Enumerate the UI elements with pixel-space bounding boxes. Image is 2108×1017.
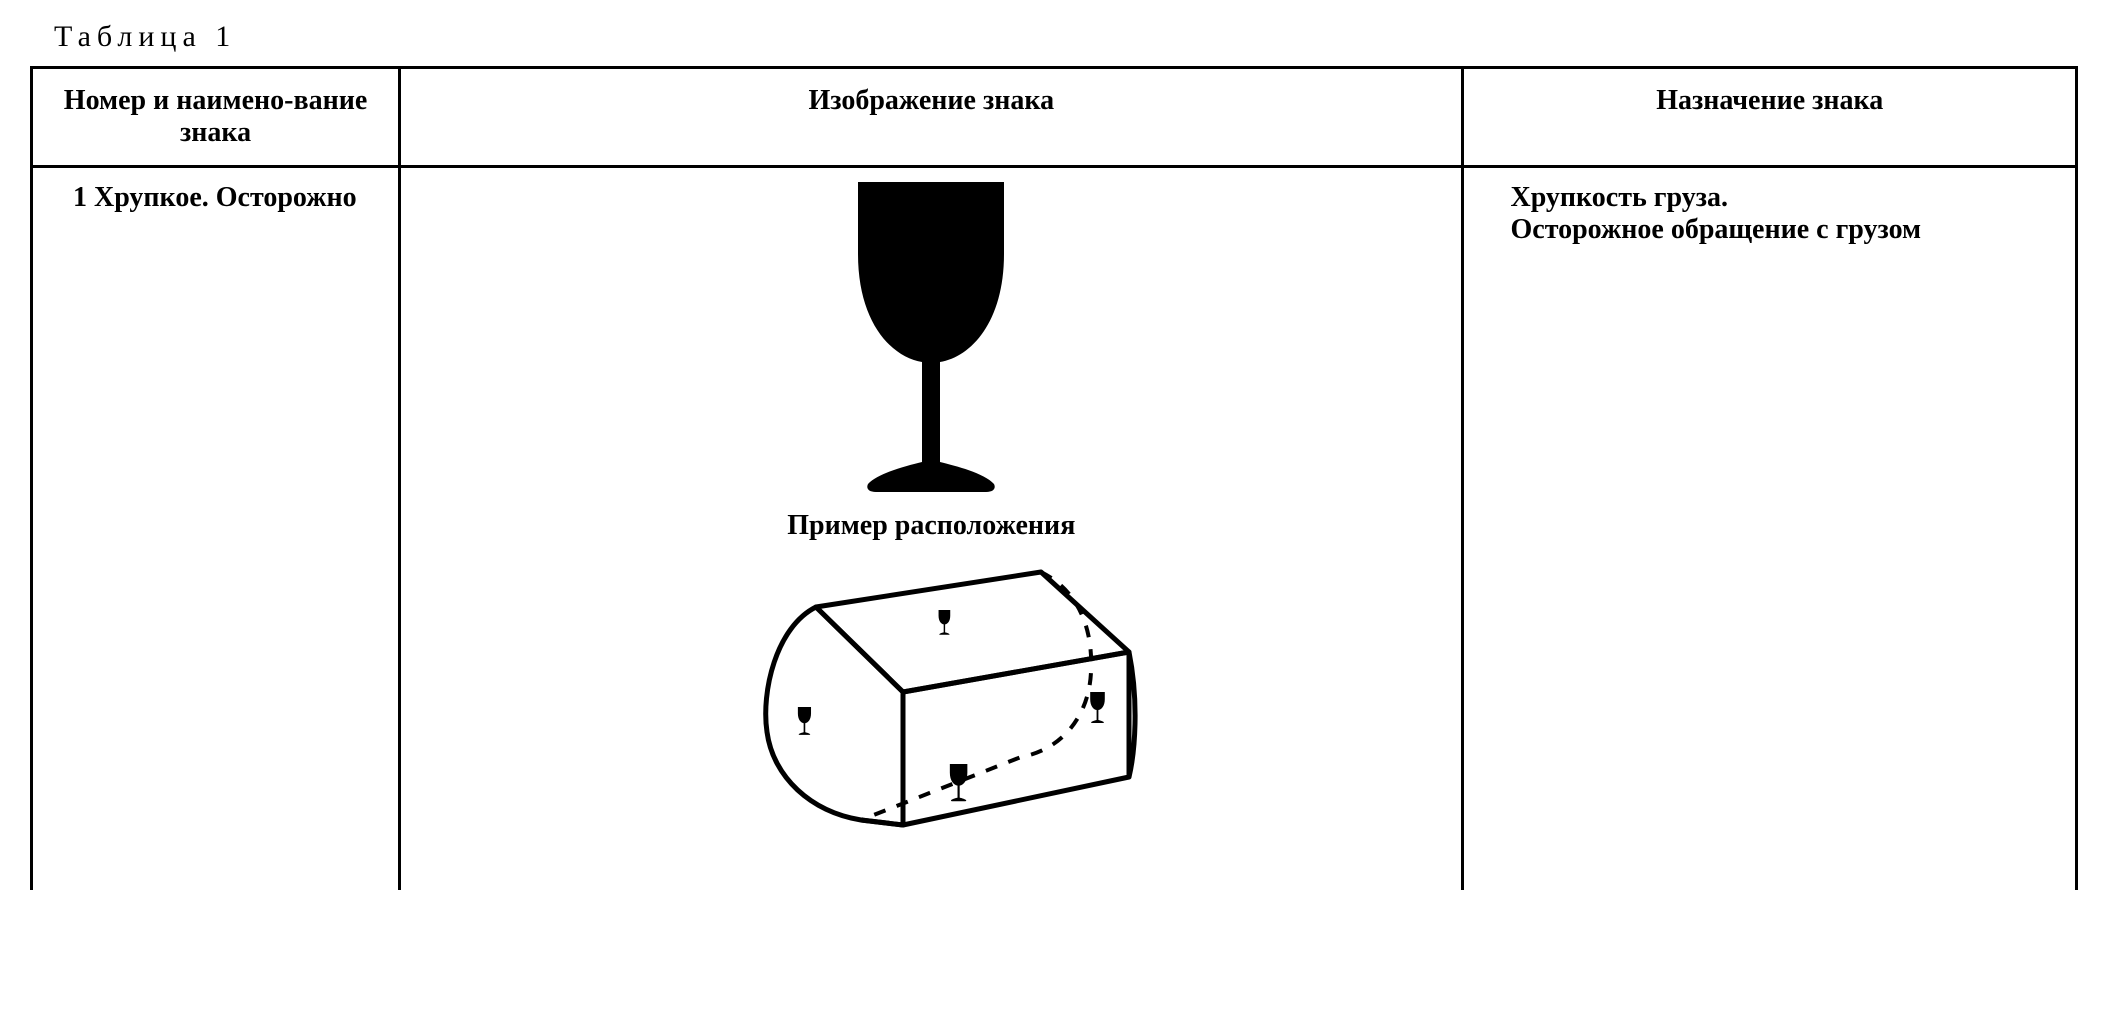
cell-purpose: Хрупкость груза. Осторожное обращение с … xyxy=(1463,167,2077,891)
mini-glass-icon xyxy=(950,764,968,801)
header-image: Изображение знака xyxy=(400,68,1463,167)
header-number-name: Номер и наимено-вание знака xyxy=(32,68,400,167)
mini-glass-icon xyxy=(798,707,811,735)
mini-glass-icon xyxy=(939,610,951,635)
signs-table: Номер и наимено-вание знака Изображение … xyxy=(30,66,2078,890)
cell-image: Пример расположения xyxy=(400,167,1463,891)
table-row: 1 Хрупкое. Осторожно Пример расположения xyxy=(32,167,2077,891)
fragile-glass-icon xyxy=(826,182,1036,502)
purpose-line: Осторожное обращение с грузом xyxy=(1482,214,2057,246)
box-placement-diagram xyxy=(721,552,1141,872)
table-caption: Таблица 1 xyxy=(30,20,2078,54)
mini-glass-icon xyxy=(1090,692,1105,723)
header-purpose: Назначение знака xyxy=(1463,68,2077,167)
cell-number-name: 1 Хрупкое. Осторожно xyxy=(32,167,400,891)
table-header-row: Номер и наимено-вание знака Изображение … xyxy=(32,68,2077,167)
purpose-line: Хрупкость груза. xyxy=(1482,182,2057,214)
example-caption: Пример расположения xyxy=(419,510,1443,542)
